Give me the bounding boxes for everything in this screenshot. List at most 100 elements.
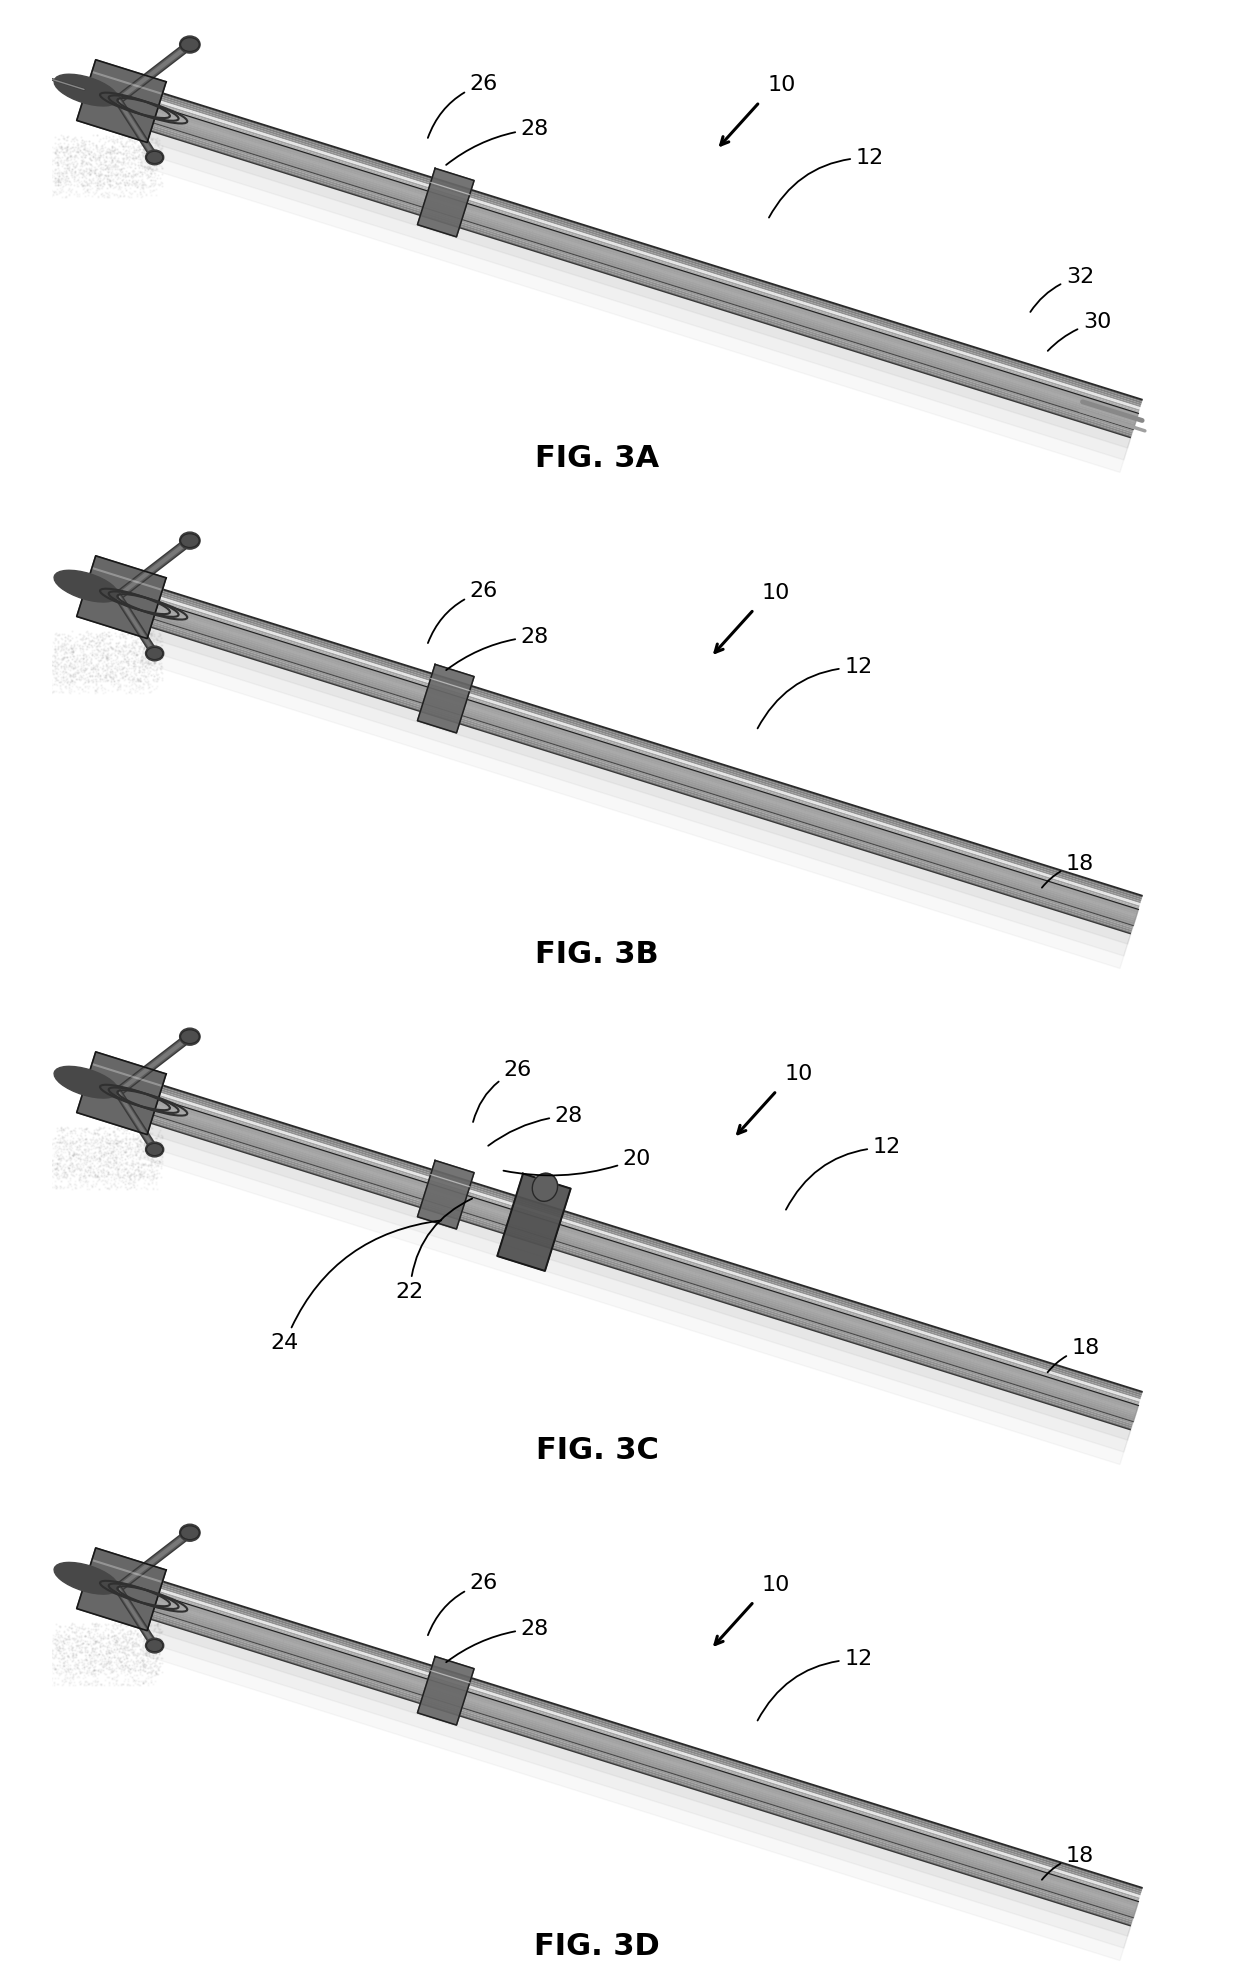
Text: 10: 10 — [785, 1064, 813, 1084]
Point — [574, 250, 594, 282]
Point — [794, 1280, 813, 1312]
Point — [536, 1219, 556, 1251]
Point — [812, 314, 832, 345]
Point — [95, 1131, 115, 1163]
Point — [942, 357, 962, 389]
Point — [175, 1576, 195, 1608]
Point — [600, 742, 620, 774]
Point — [1048, 1854, 1068, 1886]
Point — [129, 1116, 149, 1147]
Point — [1097, 1401, 1117, 1433]
Point — [495, 1179, 515, 1211]
Point — [207, 1624, 227, 1655]
Point — [525, 1219, 544, 1251]
Point — [603, 254, 622, 286]
Point — [112, 1157, 131, 1189]
Point — [319, 1125, 339, 1157]
Point — [108, 1665, 128, 1697]
Point — [413, 1681, 433, 1713]
Point — [135, 1665, 155, 1697]
Point — [841, 1781, 861, 1812]
Polygon shape — [160, 99, 1141, 407]
Point — [47, 1133, 67, 1165]
Point — [1058, 869, 1078, 901]
Point — [134, 1630, 154, 1661]
Point — [126, 1120, 146, 1151]
Point — [758, 764, 777, 796]
Point — [918, 343, 937, 375]
Point — [175, 1100, 195, 1131]
Point — [281, 149, 301, 181]
Point — [299, 1644, 319, 1675]
Point — [130, 665, 150, 697]
Point — [1003, 1354, 1023, 1386]
Polygon shape — [154, 615, 1135, 925]
Point — [744, 276, 764, 308]
Ellipse shape — [145, 1638, 164, 1654]
Point — [153, 97, 172, 129]
Point — [1075, 397, 1095, 429]
Point — [1028, 863, 1048, 895]
Point — [439, 677, 459, 709]
Point — [74, 141, 94, 173]
Point — [107, 137, 126, 169]
Point — [365, 183, 384, 214]
Point — [572, 719, 591, 750]
Point — [560, 216, 580, 248]
Point — [71, 1667, 91, 1699]
Point — [1014, 858, 1034, 889]
Point — [381, 1169, 401, 1201]
Point — [1074, 1384, 1094, 1415]
Point — [110, 135, 130, 167]
Point — [57, 181, 77, 212]
Point — [117, 161, 136, 193]
Point — [99, 1118, 119, 1149]
Point — [713, 1245, 733, 1276]
Point — [77, 157, 97, 189]
Point — [144, 633, 164, 665]
Point — [1060, 1882, 1080, 1914]
Point — [965, 371, 985, 403]
Point — [776, 1274, 796, 1306]
Point — [131, 155, 151, 187]
Point — [931, 1348, 951, 1380]
Point — [146, 1657, 166, 1689]
Point — [73, 627, 93, 659]
Point — [81, 653, 100, 685]
Point — [64, 155, 84, 187]
Point — [233, 1131, 253, 1163]
Point — [763, 1270, 782, 1302]
Point — [222, 1592, 242, 1624]
Point — [645, 1258, 665, 1290]
Point — [947, 359, 967, 391]
Point — [914, 322, 934, 353]
Point — [117, 137, 136, 169]
Point — [1011, 1342, 1030, 1374]
Point — [999, 1368, 1019, 1399]
Point — [217, 631, 237, 663]
Point — [688, 1773, 708, 1804]
Point — [665, 1235, 684, 1266]
Point — [582, 1209, 601, 1241]
Point — [916, 1810, 936, 1842]
Point — [69, 179, 89, 210]
Point — [693, 1773, 713, 1804]
Point — [134, 615, 154, 647]
Point — [48, 649, 68, 681]
Point — [343, 155, 363, 187]
Point — [749, 294, 769, 326]
Point — [102, 1632, 122, 1663]
Point — [130, 145, 150, 177]
Point — [100, 1139, 120, 1171]
Point — [776, 298, 796, 330]
Point — [91, 159, 110, 191]
Point — [77, 1665, 97, 1697]
Point — [670, 270, 689, 302]
Point — [740, 302, 760, 333]
Point — [224, 1606, 244, 1638]
Point — [100, 657, 120, 689]
Point — [60, 155, 79, 187]
Point — [50, 643, 69, 675]
Point — [103, 1149, 123, 1181]
Point — [451, 1667, 471, 1699]
